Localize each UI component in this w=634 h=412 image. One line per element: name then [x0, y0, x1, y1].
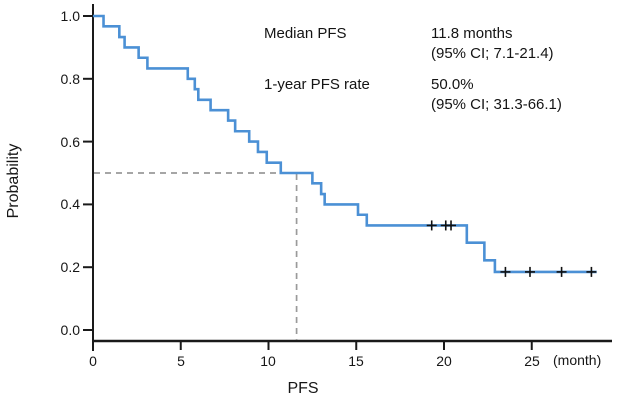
annotation-1yr-rate-ci: (95% CI; 31.3-66.1) — [431, 96, 562, 113]
y-tick-label-0.4: 0.4 — [60, 196, 80, 212]
km-survival-curve — [93, 14, 597, 274]
annotation-1yr-rate-value: 50.0% — [431, 76, 474, 93]
y-tick-label-0.0: 0.0 — [60, 322, 80, 338]
y-tick-label-0.8: 0.8 — [60, 71, 80, 87]
x-tick-label-10: 10 — [260, 353, 276, 369]
y-tick-label-0.2: 0.2 — [60, 259, 80, 275]
x-axis-title: PFS — [287, 380, 319, 397]
annotation-median-pfs-value: 11.8 months — [431, 25, 513, 42]
x-tick-label-0: 0 — [89, 353, 97, 369]
annotation-median-pfs-ci: (95% CI; 7.1-21.4) — [431, 45, 554, 62]
x-tick-label-15: 15 — [348, 353, 364, 369]
y-axis-title: Probability — [5, 143, 22, 219]
x-axis-unit-label: (month) — [553, 352, 602, 368]
y-tick-label-0.6: 0.6 — [60, 134, 80, 150]
x-tick-label-5: 5 — [177, 353, 185, 369]
annotation-1yr-rate-label: 1-year PFS rate — [264, 76, 370, 93]
x-tick-label-20: 20 — [436, 353, 452, 369]
x-tick-label-25: 25 — [524, 353, 540, 369]
y-tick-label-1.0: 1.0 — [60, 8, 80, 24]
annotation-median-pfs-label: Median PFS — [264, 25, 347, 42]
